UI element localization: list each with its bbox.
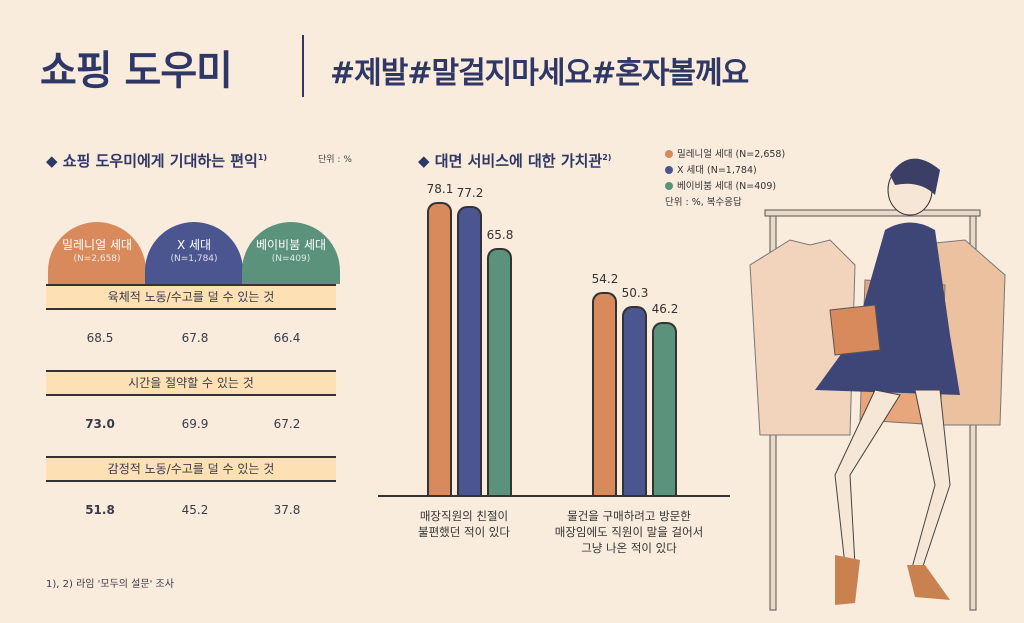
bar <box>652 321 677 495</box>
bar-value-label: 77.2 <box>456 185 484 200</box>
benefit-value: 67.2 <box>273 417 301 431</box>
chart-title: ◆ 대면 서비스에 대한 가치관2) <box>418 152 612 170</box>
bar-value-label: 46.2 <box>651 301 679 316</box>
legend-dot-icon <box>665 166 673 174</box>
legend-dot-icon <box>665 182 673 190</box>
benefit-row-label: 육체적 노동/수고를 덜 수 있는 것 <box>46 284 336 310</box>
category-label: 물건을 구매하려고 방문한 매장임에도 직원이 말을 걸어서 그냥 나온 적이 … <box>554 509 704 555</box>
legend-label: X 세대 (N=1,784) <box>677 165 757 176</box>
legend-item: 베이비붐 세대 (N=409) <box>665 178 776 192</box>
page-title: 쇼핑 도우미 <box>40 48 233 94</box>
hashtags: #제발#말걸지마세요#혼자볼께요 <box>330 56 749 91</box>
benefit-value: 68.5 <box>86 331 114 345</box>
generation-name: X 세대 <box>176 238 212 252</box>
left-unit: 단위 : % <box>318 155 352 165</box>
benefit-value: 73.0 <box>85 417 115 431</box>
legend-item: X 세대 (N=1,784) <box>665 162 757 176</box>
bar-value-label: 65.8 <box>486 228 514 243</box>
title-divider <box>302 35 304 97</box>
bar-value-label: 50.3 <box>621 286 649 301</box>
category-label: 매장직원의 친절이 불편했던 적이 있다 <box>418 509 510 539</box>
generation-dome: 베이비붐 세대 (N=409) <box>242 222 340 284</box>
benefit-row-label: 감정적 노동/수고를 덜 수 있는 것 <box>46 456 336 482</box>
bar <box>457 205 482 495</box>
benefit-value: 45.2 <box>181 503 209 517</box>
legend-label: 밀레니얼 세대 (N=2,658) <box>677 149 786 160</box>
chart-footnote-mark: 2) <box>602 153 612 162</box>
left-title-text: 쇼핑 도우미에게 기대하는 편익 <box>62 152 258 170</box>
legend-item: 밀레니얼 세대 (N=2,658) <box>665 146 785 160</box>
generation-dome: X 세대 (N=1,784) <box>145 222 243 284</box>
benefit-value: 37.8 <box>273 503 301 517</box>
generation-n: (N=2,658) <box>73 254 121 264</box>
benefit-value: 67.8 <box>181 331 209 345</box>
bar-value-label: 54.2 <box>591 271 619 286</box>
x-axis <box>378 495 730 497</box>
benefit-value: 69.9 <box>181 417 209 431</box>
benefit-row-label: 시간을 절약할 수 있는 것 <box>46 370 336 396</box>
generation-name: 밀레니얼 세대 <box>61 238 133 252</box>
generation-dome: 밀레니얼 세대 (N=2,658) <box>48 222 146 284</box>
legend-dot-icon <box>665 150 673 158</box>
bar <box>592 291 617 495</box>
footnote-mark: 1) <box>257 153 268 162</box>
generation-name: 베이비붐 세대 <box>255 238 327 252</box>
generation-n: (N=409) <box>271 254 311 264</box>
chart-unit: 단위 : %, 복수응답 <box>665 197 742 208</box>
legend-label: 베이비붐 세대 (N=409) <box>677 181 777 192</box>
generation-n: (N=1,784) <box>170 254 218 264</box>
bar <box>427 202 452 495</box>
benefit-value: 66.4 <box>273 331 301 345</box>
bar <box>622 306 647 495</box>
footnote: 1), 2) 라임 '모두의 설문' 조사 <box>46 579 174 590</box>
bar <box>487 248 512 495</box>
bar-value-label: 78.1 <box>426 182 454 197</box>
left-section-title: ◆ 쇼핑 도우미에게 기대하는 편익1) <box>46 152 268 170</box>
chart-title-text: 대면 서비스에 대한 가치관 <box>434 152 603 170</box>
shopper-illustration <box>749 158 1006 611</box>
benefit-value: 51.8 <box>85 503 115 517</box>
